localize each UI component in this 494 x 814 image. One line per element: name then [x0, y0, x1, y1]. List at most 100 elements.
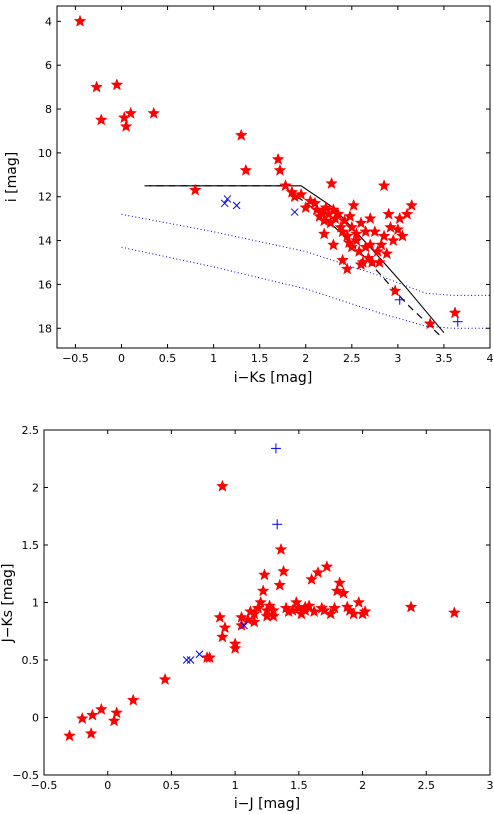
- y-tick-label: 10: [38, 147, 52, 160]
- x-tick-label: 2.5: [343, 352, 361, 365]
- plus-point: [452, 316, 463, 327]
- star-point: [203, 650, 217, 664]
- star-point: [423, 317, 437, 330]
- star-point: [382, 207, 396, 220]
- y-tick-label: 0: [32, 712, 39, 725]
- star-point: [337, 586, 350, 599]
- star-point: [340, 262, 354, 275]
- star-point: [396, 229, 409, 242]
- star-point: [228, 641, 242, 654]
- chart-1: −0.5 0 0.5 1 1.5 2 2.5 3 3.5 4 4 6 8 10 12 14 16 18 i−Ks …: [4, 5, 494, 386]
- y-tick-label: 2.5: [22, 424, 40, 437]
- star-point: [75, 711, 89, 725]
- y-tick-label: 16: [38, 278, 52, 291]
- star-point: [363, 211, 377, 225]
- star-point: [347, 198, 361, 211]
- star-point: [258, 568, 271, 581]
- star-point: [213, 610, 227, 623]
- star-point: [330, 584, 344, 597]
- x-tick-label: 1: [210, 352, 217, 365]
- star-point: [377, 179, 391, 192]
- star-point: [277, 564, 290, 577]
- star-point: [298, 600, 312, 613]
- y-tick-label: 8: [45, 103, 52, 116]
- star-point: [400, 207, 414, 220]
- x-tick-label: 3: [394, 352, 401, 365]
- star-point: [384, 220, 397, 233]
- star-point: [94, 702, 108, 715]
- star-point: [374, 238, 388, 251]
- star-point: [244, 604, 257, 618]
- x-tick-label: 0.5: [159, 352, 177, 365]
- star-point: [363, 238, 377, 251]
- y-tick-label: 2: [32, 482, 39, 495]
- star-point: [405, 198, 419, 211]
- cross-point: [223, 195, 232, 203]
- star-point: [340, 229, 354, 242]
- star-point: [336, 253, 349, 266]
- star-point: [448, 306, 462, 319]
- star-point: [107, 714, 121, 727]
- x-tick-label: 4: [487, 352, 494, 365]
- x-tick-label: 2: [302, 352, 309, 365]
- y-tick-label: 14: [38, 235, 52, 248]
- x-tick-label: 2.5: [418, 779, 436, 792]
- star-point: [317, 227, 331, 240]
- star-point: [331, 207, 345, 220]
- chart-2: −0.5 0 0.5 1 1.5 2 2.5 3 −0.5 0 0.5 1 1.5 2 2.5 i−J [m…: [0, 424, 494, 812]
- x-tick-label: 1.5: [290, 779, 308, 792]
- star-point: [279, 179, 292, 192]
- star-point: [247, 615, 261, 628]
- x-tick-label: 1: [232, 779, 239, 792]
- y-tick-label: 6: [45, 59, 52, 72]
- x-tick-label: 3.5: [435, 352, 453, 365]
- star-point: [368, 225, 382, 238]
- cross-point: [240, 621, 248, 630]
- star-point: [311, 565, 325, 579]
- star-point: [447, 606, 461, 619]
- chart-2-ylabel: J−Ks [mag]: [0, 564, 16, 644]
- x-tick-label: 0: [118, 352, 125, 365]
- star-point: [266, 603, 280, 616]
- x-tick-label: 2: [359, 779, 366, 792]
- star-point: [119, 119, 133, 133]
- star-point: [354, 257, 368, 271]
- x-tick-label: −0.5: [62, 352, 89, 365]
- star-point: [110, 706, 124, 719]
- star-point: [235, 610, 248, 623]
- star-point: [188, 183, 202, 196]
- x-tick-label: 3: [487, 779, 494, 792]
- star-point: [216, 630, 229, 643]
- star-point: [320, 560, 334, 573]
- star-point: [358, 604, 372, 618]
- star-point: [63, 729, 76, 742]
- star-point: [308, 196, 322, 209]
- y-tick-label: −0.5: [12, 769, 39, 782]
- star-point: [377, 229, 391, 242]
- star-point: [234, 128, 248, 141]
- y-tick-label: 0.5: [22, 654, 40, 667]
- star-point: [404, 600, 418, 613]
- dotted-line: [121, 246, 490, 329]
- star-point: [239, 163, 253, 176]
- star-point: [386, 233, 400, 247]
- star-point: [325, 176, 338, 190]
- star-point: [354, 216, 368, 229]
- star-point: [260, 609, 274, 622]
- star-point: [305, 572, 318, 585]
- y-tick-label: 4: [45, 15, 52, 28]
- star-point: [124, 106, 138, 119]
- star-point: [350, 227, 363, 240]
- star-point: [147, 106, 161, 119]
- x-tick-label: 1.5: [251, 352, 269, 365]
- star-point: [391, 222, 405, 236]
- x-tick-label: 0: [104, 779, 111, 792]
- x-tick-label: −0.5: [31, 779, 58, 792]
- y-tick-label: 18: [38, 322, 52, 335]
- star-point: [271, 152, 285, 165]
- cross-point: [182, 656, 191, 664]
- star-point: [333, 576, 347, 589]
- cross-point: [195, 650, 204, 659]
- star-point: [371, 244, 384, 257]
- cross-point: [220, 199, 229, 208]
